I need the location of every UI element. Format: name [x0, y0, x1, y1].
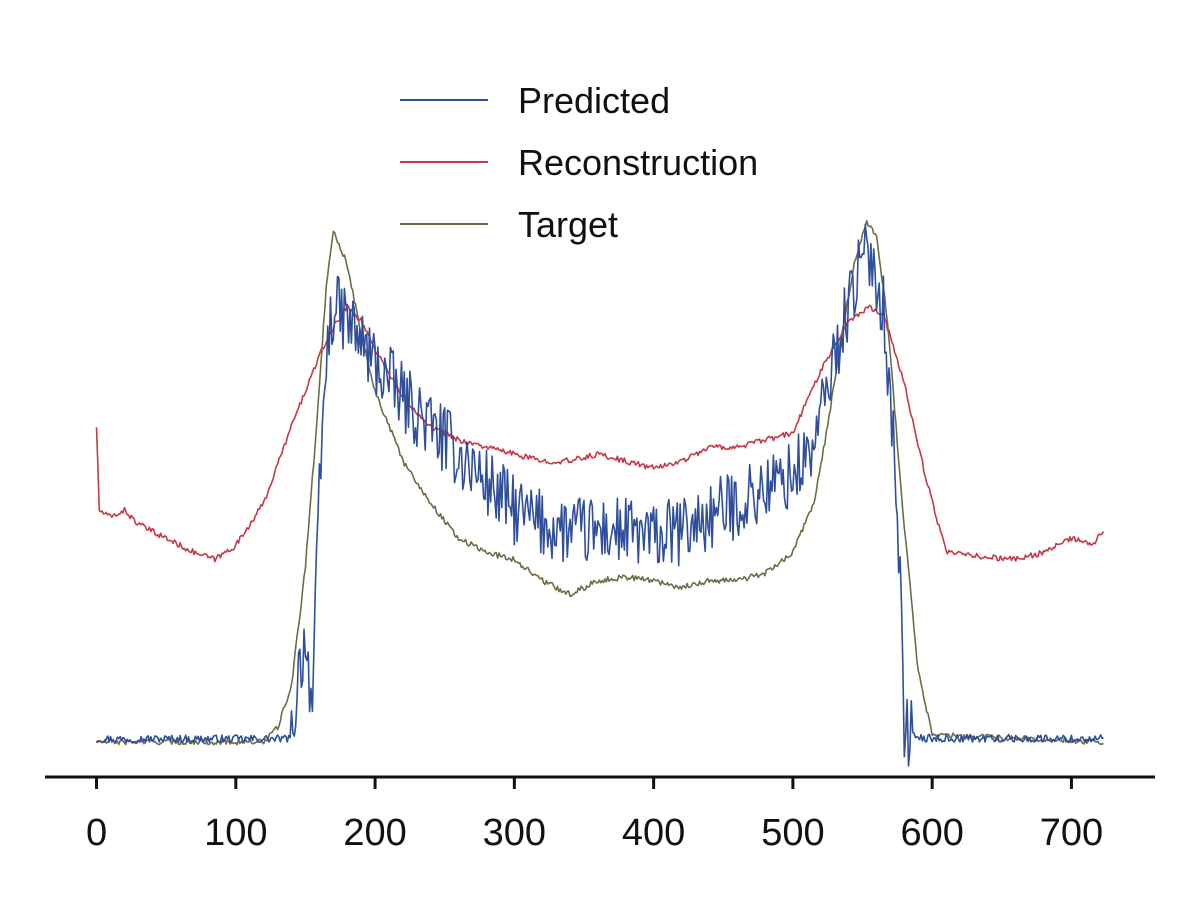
series-layer: [95, 219, 1105, 767]
x-axis-ticks: 0 100 200 300 400 500 600 700: [86, 777, 1103, 854]
x-tick-label: 400: [622, 812, 685, 854]
legend-label-target: Target: [518, 204, 618, 245]
legend: Predicted Reconstruction Target: [400, 80, 758, 245]
legend-label-predicted: Predicted: [518, 80, 670, 121]
series-line-predicted: [96, 223, 1104, 767]
legend-label-reconstruction: Reconstruction: [518, 142, 758, 183]
x-tick-label: 700: [1040, 812, 1103, 854]
x-tick-label: 600: [900, 812, 963, 854]
x-tick-label: 500: [761, 812, 824, 854]
x-tick-label: 200: [343, 812, 406, 854]
series-line-target: [95, 219, 1104, 746]
x-tick-label: 0: [86, 812, 107, 854]
x-tick-label: 300: [483, 812, 546, 854]
x-tick-label: 100: [204, 812, 267, 854]
series-line-reconstruction: [95, 303, 1105, 563]
